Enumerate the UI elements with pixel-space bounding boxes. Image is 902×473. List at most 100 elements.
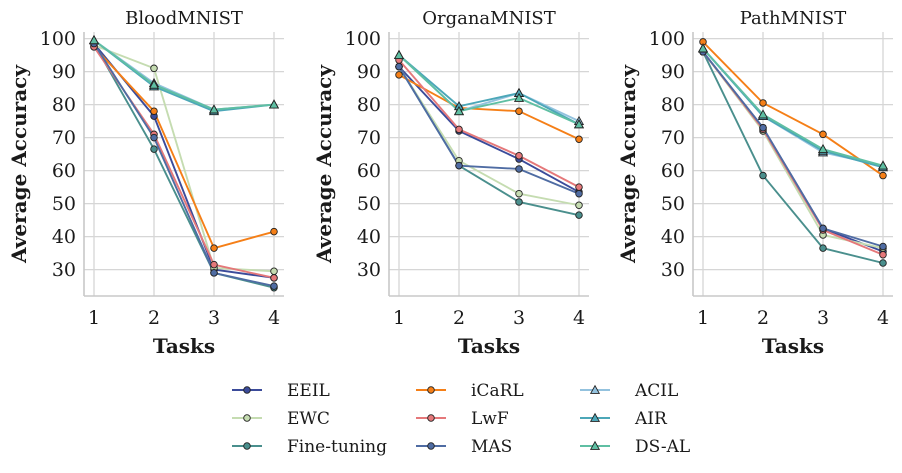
series-line-lwf <box>398 59 580 188</box>
legend-label: MAS <box>471 437 512 457</box>
legend-label: iCaRL <box>471 381 524 401</box>
legend-label: ACIL <box>634 381 678 401</box>
series-markers-ewc <box>395 62 583 209</box>
series-markers-eeil <box>90 39 278 282</box>
panel-title: OrganaMNIST <box>422 8 556 29</box>
legend: EEIL EWC Fine-tuning iCaRL LwF MAS ACIL AIR DS-A… <box>232 381 690 457</box>
data-point-fine-tuning <box>819 244 827 252</box>
series-icarl <box>398 74 580 141</box>
data-point-ewc <box>515 189 523 198</box>
x-tick-label: 4 <box>268 307 280 329</box>
data-point-icarl <box>515 107 523 115</box>
data-point-ds-al <box>453 105 465 116</box>
legend-item-icarl: iCaRL <box>416 381 524 401</box>
series-air <box>398 54 580 126</box>
series-markers-eeil <box>395 62 583 196</box>
data-point-icarl <box>150 107 158 115</box>
data-point-ds-al <box>757 109 769 119</box>
series-markers-lwf <box>699 48 887 259</box>
series-ds-al <box>398 54 580 126</box>
legend-marker <box>243 414 251 422</box>
series-line-mas <box>702 51 884 248</box>
legend-label: EWC <box>287 409 330 429</box>
data-point-mas <box>150 133 158 142</box>
series-line-mas <box>398 66 580 195</box>
series-line-mas <box>93 43 275 288</box>
data-point-lwf <box>575 183 583 191</box>
series-mas <box>93 43 275 288</box>
series-markers-icarl <box>699 38 887 180</box>
series-lwf <box>93 46 275 279</box>
y-tick-label: 60 <box>52 160 76 182</box>
legend-item-ds-al: DS-AL <box>580 437 690 457</box>
x-axis-label: Tasks <box>762 334 824 358</box>
series-markers-ds-al <box>88 35 280 114</box>
series-eeil <box>398 66 580 193</box>
series-line-lwf <box>702 51 884 256</box>
legend-marker <box>589 384 601 394</box>
x-tick-label: 3 <box>513 307 525 329</box>
legend-label: DS-AL <box>635 437 690 457</box>
series-markers-eeil <box>699 48 887 256</box>
data-point-mas <box>879 242 887 251</box>
y-tick-label: 30 <box>52 259 76 281</box>
legend-marker <box>243 386 251 394</box>
data-point-ds-al <box>877 160 889 170</box>
y-tick-label: 80 <box>52 94 76 116</box>
data-point-icarl <box>879 171 887 180</box>
series-line-eeil <box>702 51 884 253</box>
x-tick-label: 4 <box>877 307 889 329</box>
series-markers-fine-tuning <box>395 62 583 219</box>
data-point-icarl <box>819 130 827 139</box>
data-point-mas <box>759 123 767 132</box>
series-ewc <box>398 66 580 207</box>
series-icarl <box>93 46 275 250</box>
series-line-ds-al <box>93 39 275 111</box>
legend-item-air: AIR <box>580 409 668 429</box>
x-tick-label: 2 <box>148 307 160 329</box>
series-line-icarl <box>702 41 884 177</box>
y-tick-label: 40 <box>52 226 76 248</box>
data-point-ewc <box>270 267 278 276</box>
y-axis-label: Average Accuracy <box>7 64 31 264</box>
legend-marker <box>427 386 435 394</box>
series-markers-air <box>88 35 280 116</box>
data-point-ds-al <box>208 104 220 114</box>
data-point-ds-al <box>268 99 280 109</box>
series-icarl <box>702 41 884 177</box>
series-fine-tuning <box>702 51 884 264</box>
data-point-mas <box>575 189 583 198</box>
series-markers-ds-al <box>393 49 585 129</box>
y-tick-label: 70 <box>357 127 381 149</box>
series-markers-acil <box>697 43 889 170</box>
data-point-ds-al <box>88 35 100 45</box>
data-point-ds-al <box>513 92 525 102</box>
panels-group: 30 40 50 60 70 80 90 100 1 2 3 4 BloodMNIST Tasks Aver… <box>7 8 893 358</box>
data-point-ds-al <box>393 49 405 59</box>
panel-title: BloodMNIST <box>125 8 243 29</box>
x-tick-label: 1 <box>697 307 709 329</box>
legend-marker <box>427 442 435 450</box>
data-point-fine-tuning <box>879 259 887 267</box>
series-markers-ewc <box>699 48 887 252</box>
data-point-lwf <box>879 250 887 259</box>
series-line-icarl <box>93 46 275 250</box>
y-tick-label: 70 <box>52 127 76 149</box>
x-tick-label: 3 <box>208 307 220 329</box>
y-tick-label: 40 <box>357 226 381 248</box>
legend-marker <box>427 414 435 422</box>
data-point-mas <box>395 62 403 71</box>
legend-label: EEIL <box>287 381 330 401</box>
legend-marker <box>589 440 601 450</box>
data-point-fine-tuning <box>759 171 767 180</box>
panel-pathmnist: 30 40 50 60 70 80 90 100 1 2 3 4 PathMNIST Tasks Avera… <box>616 8 893 358</box>
series-ewc <box>93 44 275 273</box>
y-tick-label: 60 <box>357 160 381 182</box>
x-tick-label: 4 <box>573 307 585 329</box>
series-line-ewc <box>398 66 580 207</box>
series-markers-air <box>393 49 585 129</box>
x-tick-label: 3 <box>817 307 829 329</box>
legend-item-lwf: LwF <box>416 409 509 429</box>
x-tick-label: 1 <box>393 307 405 329</box>
data-point-icarl <box>395 71 403 79</box>
